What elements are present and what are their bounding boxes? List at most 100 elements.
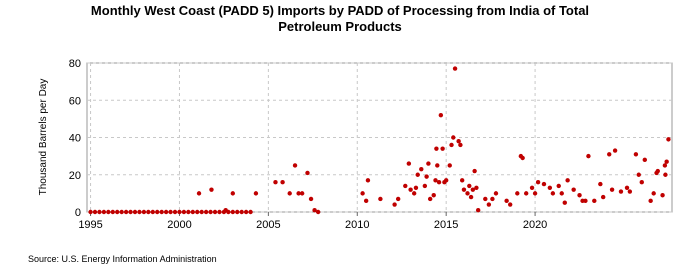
point — [562, 200, 567, 205]
point — [493, 191, 499, 196]
point — [132, 209, 138, 215]
point — [642, 157, 647, 163]
point — [128, 209, 133, 215]
point — [150, 209, 155, 215]
point — [565, 178, 570, 183]
point — [507, 202, 513, 207]
point — [436, 180, 442, 185]
point — [586, 153, 591, 159]
point — [248, 209, 253, 215]
point — [529, 185, 535, 190]
point — [299, 191, 305, 196]
point — [177, 209, 182, 215]
point — [660, 193, 665, 198]
point — [209, 187, 214, 192]
point — [239, 209, 244, 215]
point — [217, 209, 222, 215]
point — [363, 198, 369, 204]
point — [141, 209, 147, 215]
point — [235, 209, 240, 215]
point — [592, 198, 597, 204]
point — [273, 180, 278, 185]
point — [408, 187, 413, 192]
point — [472, 168, 477, 174]
point — [315, 209, 321, 215]
point — [651, 191, 656, 196]
point — [465, 191, 470, 196]
x-tick-label: 2000 — [167, 219, 191, 231]
point — [624, 185, 630, 190]
point — [422, 183, 428, 189]
point — [433, 178, 438, 183]
point — [106, 209, 111, 215]
point — [172, 209, 178, 215]
point — [159, 209, 164, 215]
x-tick-label: 2005 — [256, 219, 280, 231]
point — [474, 185, 479, 190]
point — [280, 180, 285, 185]
point — [312, 207, 317, 213]
x-tick-label: 2010 — [345, 219, 369, 231]
point — [550, 191, 556, 196]
point — [115, 209, 120, 215]
point — [308, 196, 314, 202]
point — [137, 209, 142, 215]
point — [541, 181, 547, 187]
point — [438, 112, 444, 118]
point — [92, 209, 98, 215]
point — [443, 178, 449, 183]
y-tick-label: 0 — [75, 207, 81, 219]
point — [395, 196, 401, 202]
point — [181, 209, 187, 215]
point — [639, 180, 644, 185]
y-tick-label: 80 — [69, 58, 81, 70]
point — [287, 191, 292, 196]
point — [451, 135, 456, 140]
point — [186, 209, 191, 215]
point — [559, 191, 564, 196]
point — [598, 181, 603, 187]
point — [378, 196, 383, 202]
point — [535, 180, 541, 185]
point — [504, 198, 509, 204]
point — [195, 209, 200, 215]
point — [459, 178, 465, 183]
point — [515, 191, 520, 196]
point — [223, 207, 228, 213]
point — [424, 174, 429, 179]
point — [547, 185, 553, 190]
point — [607, 152, 612, 157]
point — [461, 187, 467, 192]
point — [447, 163, 452, 168]
point — [452, 66, 458, 71]
point — [413, 185, 419, 190]
point — [208, 209, 213, 215]
point — [435, 163, 440, 168]
point — [97, 209, 102, 215]
point — [600, 194, 606, 200]
point — [243, 209, 249, 215]
point — [155, 209, 160, 215]
point — [411, 191, 417, 196]
point — [123, 209, 129, 215]
point — [636, 172, 641, 177]
point — [415, 172, 420, 177]
x-tick-label: 1995 — [78, 219, 102, 231]
point — [571, 187, 576, 192]
point — [648, 198, 653, 204]
y-tick-label: 20 — [69, 170, 81, 182]
y-axis-label: Thousand Barrels per Day — [38, 79, 49, 196]
point — [196, 191, 202, 196]
point — [110, 209, 115, 215]
point — [612, 148, 618, 153]
point — [426, 161, 431, 166]
point — [666, 137, 671, 142]
point — [618, 189, 624, 194]
point — [190, 209, 195, 215]
point — [449, 142, 454, 148]
point — [292, 163, 298, 168]
point — [101, 209, 107, 215]
point — [146, 209, 151, 215]
